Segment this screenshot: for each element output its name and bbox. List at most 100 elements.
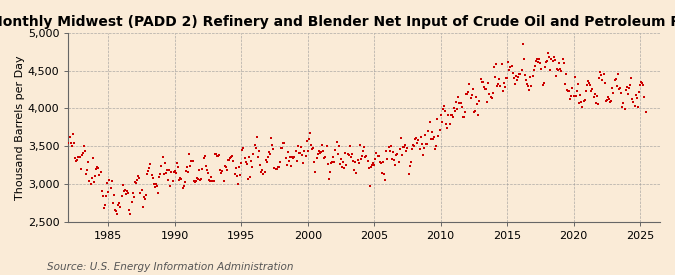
Point: [223, 157, 234, 162]
Point: [197, 166, 208, 171]
Point: [159, 161, 170, 165]
Point: [493, 81, 504, 86]
Point: [115, 204, 126, 209]
Point: [422, 142, 433, 146]
Point: [270, 167, 281, 172]
Point: [146, 172, 157, 177]
Point: [322, 161, 333, 166]
Point: [142, 172, 153, 177]
Point: [494, 77, 505, 81]
Point: [364, 183, 375, 188]
Point: [147, 176, 158, 180]
Point: [416, 142, 427, 147]
Point: [261, 160, 272, 164]
Point: [441, 122, 452, 126]
Point: [627, 97, 638, 101]
Point: [134, 175, 144, 180]
Point: [204, 178, 215, 183]
Point: [173, 164, 184, 169]
Point: [619, 107, 630, 111]
Point: [220, 165, 231, 169]
Point: [209, 152, 220, 156]
Point: [309, 160, 320, 165]
Point: [192, 177, 203, 181]
Point: [532, 57, 543, 62]
Point: [418, 145, 429, 150]
Point: [340, 151, 351, 155]
Point: [632, 105, 643, 109]
Point: [227, 154, 238, 158]
Point: [327, 160, 338, 164]
Title: Monthly Midwest (PADD 2) Refinery and Blender Net Input of Crude Oil and Petrole: Monthly Midwest (PADD 2) Refinery and Bl…: [0, 15, 675, 29]
Point: [354, 143, 365, 147]
Point: [380, 177, 391, 182]
Point: [126, 200, 137, 204]
Point: [406, 146, 417, 151]
Point: [246, 159, 256, 163]
Point: [296, 145, 306, 149]
Point: [248, 152, 259, 156]
Point: [375, 161, 386, 166]
Point: [520, 78, 531, 82]
Point: [105, 186, 116, 190]
Point: [634, 83, 645, 87]
Point: [216, 171, 227, 175]
Point: [171, 161, 182, 165]
Point: [256, 169, 267, 174]
Point: [107, 201, 118, 205]
Point: [593, 102, 603, 106]
Point: [439, 104, 450, 108]
Point: [356, 154, 367, 159]
Point: [166, 169, 177, 174]
Point: [607, 86, 618, 90]
Point: [389, 157, 400, 162]
Point: [620, 87, 631, 92]
Point: [489, 75, 500, 79]
Point: [404, 164, 415, 168]
Point: [634, 90, 645, 94]
Point: [313, 152, 323, 156]
Point: [321, 144, 332, 148]
Point: [506, 64, 517, 68]
Point: [106, 179, 117, 184]
Point: [78, 144, 89, 148]
Point: [565, 96, 576, 101]
Point: [603, 97, 614, 101]
Point: [468, 110, 479, 114]
Point: [302, 149, 313, 153]
Point: [148, 182, 159, 186]
Point: [291, 159, 302, 163]
Point: [392, 152, 403, 156]
Point: [151, 182, 161, 186]
Point: [585, 83, 595, 88]
Point: [466, 93, 477, 98]
Point: [568, 94, 579, 98]
Point: [566, 94, 576, 98]
Point: [300, 154, 311, 158]
Point: [372, 153, 383, 158]
Point: [338, 160, 348, 165]
Point: [618, 101, 629, 106]
Point: [128, 191, 138, 196]
Point: [144, 166, 155, 170]
Point: [472, 102, 483, 106]
Point: [537, 82, 548, 87]
Point: [285, 155, 296, 159]
Point: [237, 148, 248, 153]
Point: [294, 150, 304, 155]
Point: [184, 152, 194, 157]
Point: [215, 168, 225, 172]
Point: [495, 84, 506, 88]
Point: [401, 148, 412, 153]
Point: [396, 153, 407, 157]
Point: [434, 128, 445, 132]
Point: [421, 142, 431, 146]
Point: [219, 163, 230, 168]
Point: [258, 172, 269, 176]
Point: [236, 161, 246, 165]
Point: [301, 139, 312, 144]
Point: [398, 144, 408, 149]
Point: [458, 115, 469, 120]
Point: [616, 91, 626, 95]
Point: [180, 180, 190, 184]
